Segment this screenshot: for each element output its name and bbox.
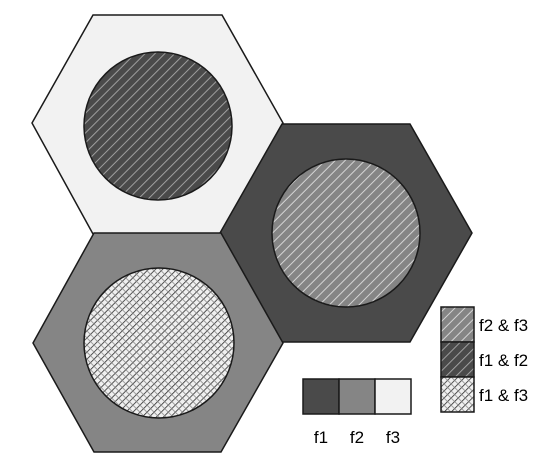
overlap-legend-swatch-f1f3 [440,376,475,413]
band-key: f1 f2 f3 [302,378,412,447]
hex-cell-right [219,123,473,343]
overlap-legend: f2 & f3 f1 & f2 f1 & f3 [440,306,528,413]
hex-center-bottom-left [83,267,235,419]
hex-center-right [271,158,421,308]
band-key-label-f3: f3 [386,428,400,447]
band-key-swatch-f2 [338,378,376,415]
hex-cell-bottom-left [32,232,284,453]
overlap-legend-label-f2f3: f2 & f3 [479,316,528,335]
overlap-legend-swatch-f2f3 [440,306,475,343]
band-key-label-f2: f2 [350,428,364,447]
band-key-label-f1: f1 [314,428,328,447]
band-key-swatch-f1 [302,378,340,415]
overlap-legend-label-f1f3: f1 & f3 [479,386,528,405]
band-key-swatch-f3 [374,378,412,415]
overlap-legend-swatch-f1f2 [440,341,475,378]
overlap-legend-label-f1f2: f1 & f2 [479,351,528,370]
hex-center-top [83,51,233,201]
hex-cell-top [31,14,284,235]
